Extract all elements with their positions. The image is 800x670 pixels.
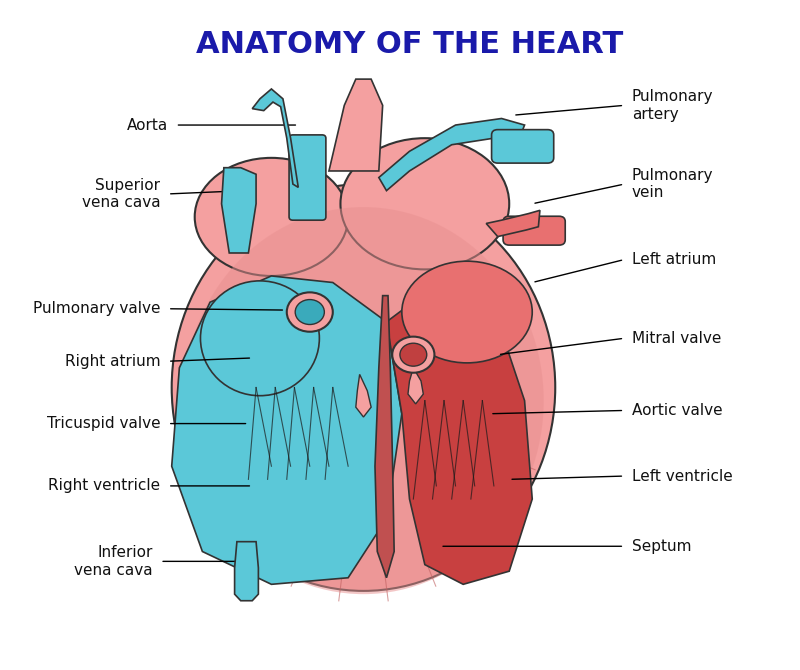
Ellipse shape xyxy=(295,299,324,324)
Text: Pulmonary valve: Pulmonary valve xyxy=(33,302,160,316)
Text: Right atrium: Right atrium xyxy=(65,354,160,368)
Ellipse shape xyxy=(392,336,434,373)
Text: Pulmonary
artery: Pulmonary artery xyxy=(632,89,714,121)
Ellipse shape xyxy=(400,343,426,366)
Ellipse shape xyxy=(172,184,555,591)
Text: Septum: Septum xyxy=(632,539,691,554)
Polygon shape xyxy=(172,276,402,584)
Ellipse shape xyxy=(201,281,319,396)
Polygon shape xyxy=(222,168,256,253)
Text: Inferior
vena cava: Inferior vena cava xyxy=(74,545,153,578)
Text: Tricuspid valve: Tricuspid valve xyxy=(46,416,160,431)
Polygon shape xyxy=(379,119,525,191)
Text: Left ventricle: Left ventricle xyxy=(632,468,733,484)
Text: Left atrium: Left atrium xyxy=(632,252,716,267)
Text: Superior
vena cava: Superior vena cava xyxy=(82,178,160,210)
Text: Pulmonary
vein: Pulmonary vein xyxy=(632,168,714,200)
Ellipse shape xyxy=(402,261,532,363)
Ellipse shape xyxy=(183,207,544,594)
Ellipse shape xyxy=(341,138,510,269)
FancyBboxPatch shape xyxy=(503,216,566,245)
Polygon shape xyxy=(375,295,394,578)
Ellipse shape xyxy=(194,158,348,276)
Text: Mitral valve: Mitral valve xyxy=(632,331,722,346)
Polygon shape xyxy=(234,541,258,601)
Text: ANATOMY OF THE HEART: ANATOMY OF THE HEART xyxy=(196,30,623,59)
Polygon shape xyxy=(356,375,371,417)
Polygon shape xyxy=(252,89,298,188)
Text: Right ventricle: Right ventricle xyxy=(48,478,160,493)
Text: Aorta: Aorta xyxy=(126,117,168,133)
Ellipse shape xyxy=(286,292,333,332)
Polygon shape xyxy=(329,79,382,171)
Polygon shape xyxy=(486,210,540,237)
Text: Aortic valve: Aortic valve xyxy=(632,403,722,418)
FancyBboxPatch shape xyxy=(289,135,326,220)
Polygon shape xyxy=(386,276,532,584)
Polygon shape xyxy=(408,368,423,404)
FancyBboxPatch shape xyxy=(491,129,554,163)
